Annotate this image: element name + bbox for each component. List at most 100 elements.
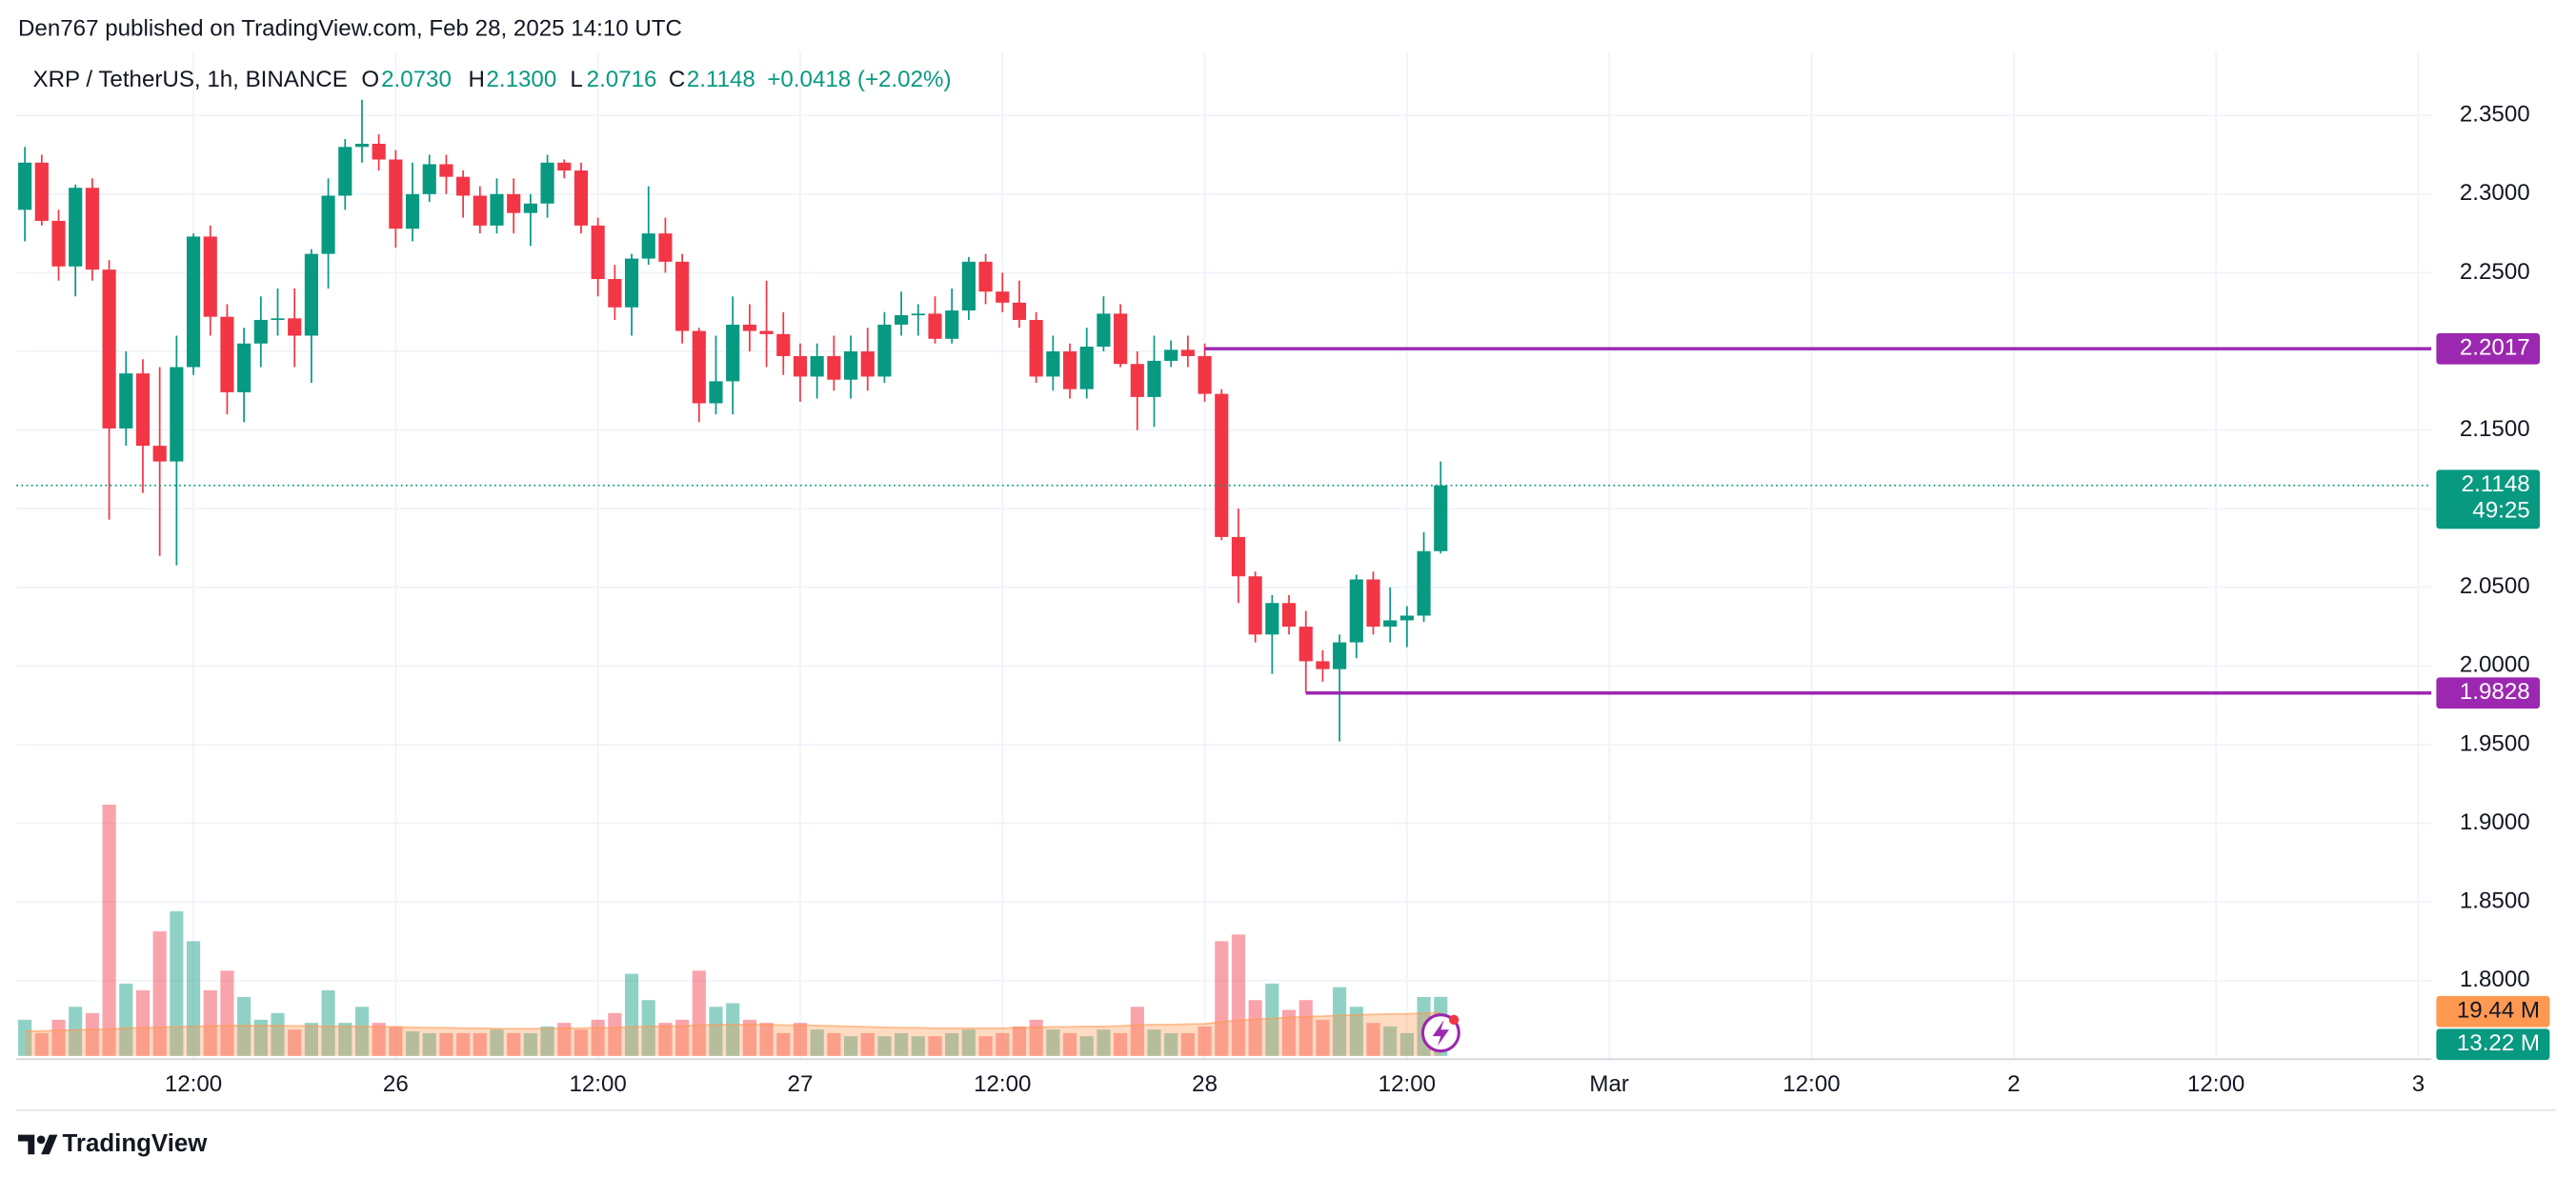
volume-bar [911,1036,925,1056]
volume-bar [1281,1009,1297,1056]
y-tick-label: 2.3500 [2460,102,2530,128]
volume-bar [490,1029,504,1056]
candle-body [1029,319,1043,377]
volume-bar [1333,987,1347,1056]
candle-body [1012,302,1027,320]
volume-bar [288,1029,302,1056]
y-tick-label: 2.3000 [2460,180,2530,206]
y-tick-label: 2.0000 [2460,652,2530,678]
candle-body [1399,615,1414,621]
change-value: +0.0418 (+2.02%) [767,67,951,92]
x-tick-label: Mar [1589,1071,1629,1097]
volume-bar [843,1036,858,1056]
volume-bar [389,1026,403,1056]
y-tick-label: 2.0500 [2460,573,2530,599]
open-label: O [361,67,379,92]
candle-body [507,193,521,213]
candle-body [843,351,858,380]
y-tick-label: 1.8000 [2460,967,2530,992]
candle-body [1197,355,1212,394]
volume-bar [372,1023,386,1056]
volume-bar [69,1007,83,1056]
candle-body [237,343,252,392]
candle-body [321,195,335,254]
x-tick-label: 28 [1192,1071,1218,1097]
close-label: C [669,67,685,92]
volume-bar [152,931,167,1056]
volume-bar [641,1000,655,1056]
candle-body [1215,393,1229,537]
candle-body [338,147,352,196]
candle-body [692,330,706,404]
candle-body [877,324,892,377]
volume-bar [473,1032,487,1056]
volume-bar [1215,941,1229,1056]
level-label-box [2436,332,2541,365]
candle-body [860,351,875,377]
candle-body [996,291,1010,303]
volume-pane [18,804,1448,1056]
candle-body [810,355,824,377]
candle-body [1130,364,1144,397]
candle-body [641,233,655,259]
volume-bar [1231,934,1246,1056]
volume-bar [51,1019,66,1056]
close-value: 2.1148 [687,67,755,92]
volume-bar [102,804,116,1056]
publish-header: Den767 published on TradingView.com, Feb… [18,15,682,41]
candle-body [253,319,268,344]
candle-body [152,446,167,462]
candle-body [102,269,116,429]
volume-bar [793,1023,808,1056]
low-value: 2.0716 [587,67,657,92]
volume-bar [1197,1026,1212,1056]
candle-body [1333,642,1347,669]
candle-body [220,316,234,392]
volume-bar [203,989,217,1056]
volume-bar [1130,1007,1144,1056]
volume-bar [742,1019,756,1056]
candle-body [540,162,554,204]
level-label: 1.9828 [2460,679,2530,705]
candle-body [288,318,302,336]
candle-body [1114,313,1128,365]
volume-bar [1114,1032,1128,1056]
x-tick-label: 12:00 [1782,1071,1840,1097]
volume-bar [1079,1036,1094,1056]
volume-bar [675,1019,690,1056]
volume-label-box [2436,1028,2550,1061]
volume-bar [608,1012,622,1056]
level-label: 2.2017 [2460,335,2530,361]
candle-body [675,261,690,331]
candle-body [945,310,959,339]
candle-body [69,188,83,267]
volume-bar [895,1032,909,1056]
volume-bar [1180,1032,1195,1056]
volume-bar [624,973,639,1056]
candle-body [759,330,774,334]
volume-bar [1062,1032,1077,1056]
volume-bar [557,1023,572,1056]
candle-body [591,225,605,280]
candle-body [709,381,723,404]
candle-body [911,313,925,316]
candle-body [1434,485,1448,551]
last-price-box [2436,469,2541,529]
candle-body [1281,603,1297,628]
volume-bar [1298,1000,1313,1056]
high-label: H [468,67,484,92]
volume-bar [253,1019,268,1056]
volume-bar [405,1031,420,1056]
volume-bar [507,1032,521,1056]
volume-bar [1248,1000,1262,1056]
candle-body [827,355,841,380]
volume-bar [945,1032,959,1056]
volume-bar [338,1023,352,1056]
candle-body [34,162,49,221]
volume-bar [961,1029,976,1056]
candle-body [793,355,808,377]
low-label: L [570,67,582,92]
candle-body [18,162,32,210]
candle-body [658,233,673,262]
